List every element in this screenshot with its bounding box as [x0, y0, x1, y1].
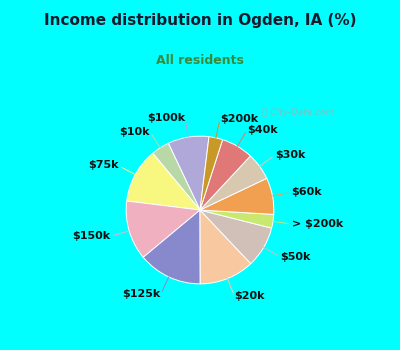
Text: $50k: $50k [280, 252, 310, 262]
Text: $75k: $75k [88, 161, 118, 170]
Text: Income distribution in Ogden, IA (%): Income distribution in Ogden, IA (%) [44, 13, 356, 28]
Text: ⓘ City-Data.com: ⓘ City-Data.com [262, 108, 334, 117]
Text: $150k: $150k [73, 231, 111, 241]
Text: > $200k: > $200k [292, 219, 343, 229]
Text: $20k: $20k [234, 291, 265, 301]
Wedge shape [200, 210, 272, 264]
Wedge shape [200, 156, 267, 210]
Wedge shape [200, 210, 274, 228]
Text: $30k: $30k [275, 150, 306, 160]
Text: $125k: $125k [122, 289, 161, 299]
Wedge shape [200, 210, 251, 284]
Text: $40k: $40k [247, 125, 278, 135]
Wedge shape [143, 210, 200, 284]
Wedge shape [126, 201, 200, 257]
Text: $200k: $200k [220, 114, 258, 124]
Text: $60k: $60k [291, 187, 322, 197]
Wedge shape [200, 140, 250, 210]
Wedge shape [200, 178, 274, 215]
Wedge shape [153, 143, 200, 210]
Text: $100k: $100k [147, 113, 185, 123]
Wedge shape [168, 136, 209, 210]
Text: $10k: $10k [120, 127, 150, 136]
Text: All residents: All residents [156, 54, 244, 67]
Wedge shape [127, 153, 200, 210]
Wedge shape [200, 137, 222, 210]
